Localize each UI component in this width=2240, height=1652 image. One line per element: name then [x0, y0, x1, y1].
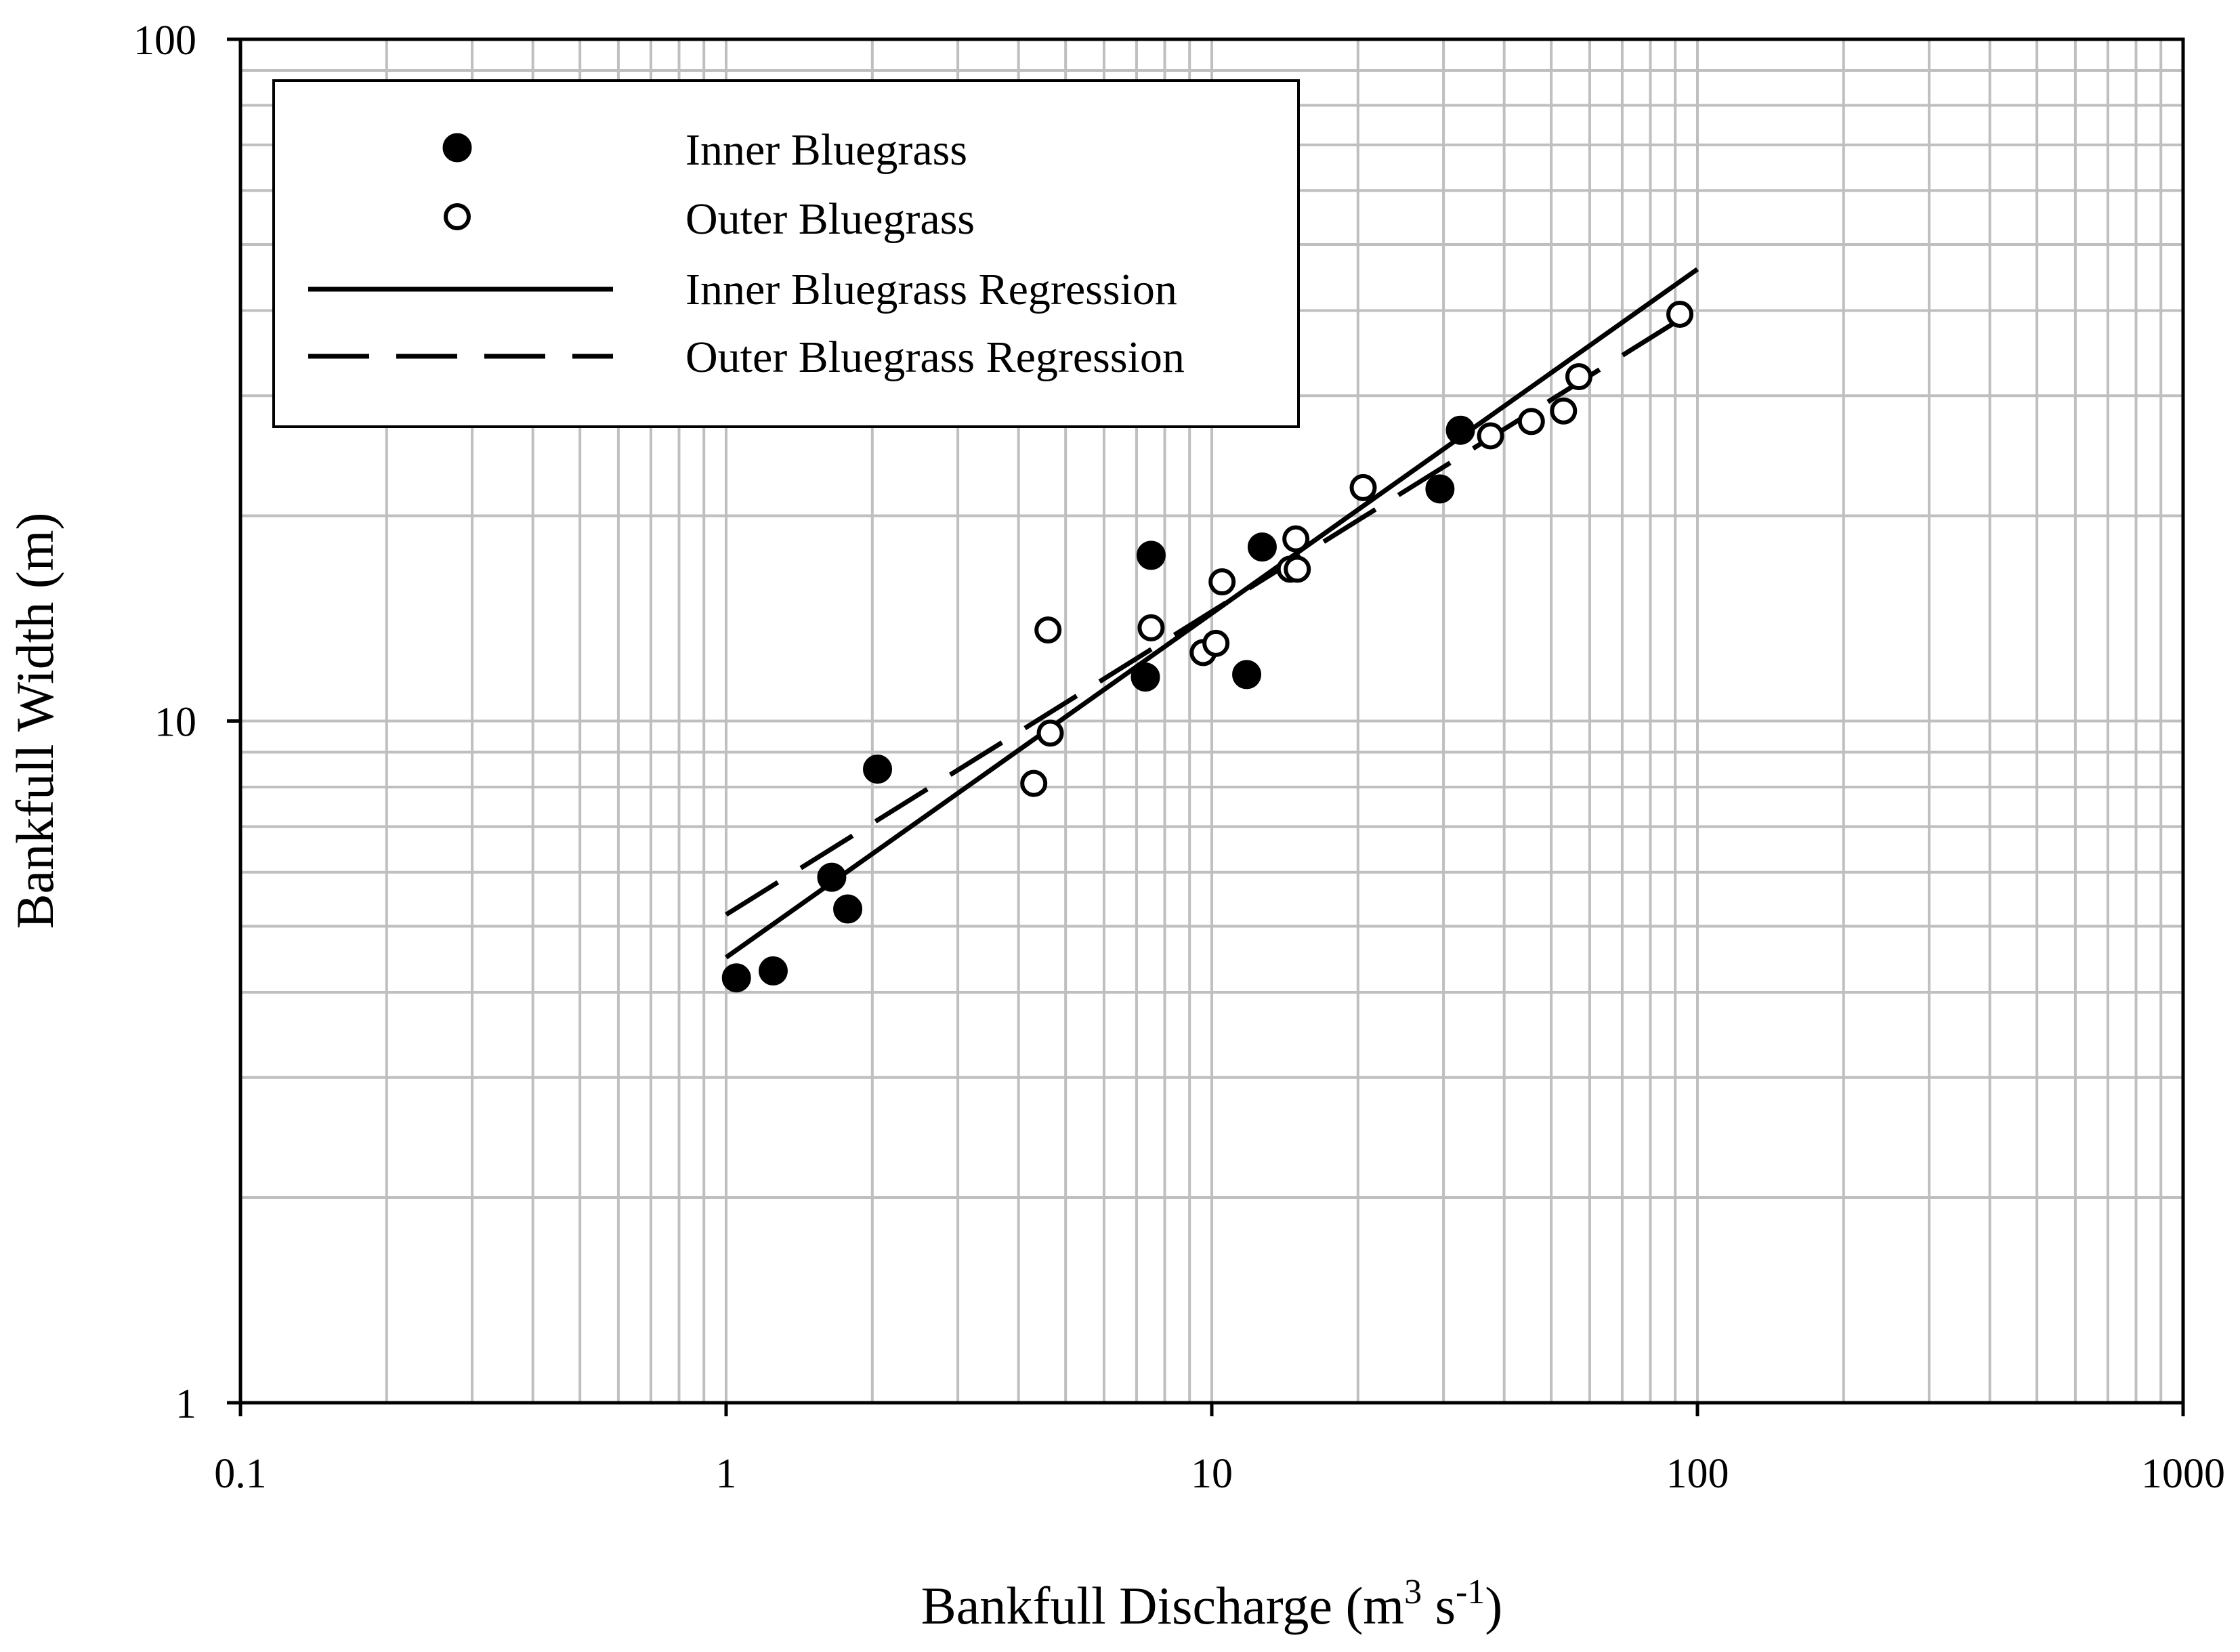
outer-bluegrass-point	[1550, 397, 1578, 425]
x-tick-label: 10	[1191, 1451, 1233, 1497]
outer-bluegrass-point	[1477, 422, 1504, 450]
outer-bluegrass-point	[1036, 719, 1064, 747]
legend-label-outer: Outer Bluegrass	[685, 194, 975, 244]
legend-label-inner: Inner Bluegrass	[685, 125, 967, 175]
inner-bluegrass-point	[1425, 474, 1455, 504]
outer-bluegrass-point	[1020, 769, 1048, 797]
outer-bluegrass-point	[1349, 473, 1377, 501]
y-tick-label: 1	[175, 1381, 196, 1427]
outer-bluegrass-point	[1137, 614, 1165, 641]
inner-bluegrass-point	[1232, 660, 1262, 690]
legend: Inner Bluegrass Outer Bluegrass Inner Bl…	[272, 79, 1300, 428]
outer-bluegrass-point	[1208, 568, 1236, 596]
outer-bluegrass-point	[1034, 616, 1062, 644]
inner-bluegrass-point	[1247, 532, 1277, 562]
inner-bluegrass-point	[1136, 541, 1166, 570]
outer-bluegrass-point	[1565, 363, 1592, 391]
outer-bluegrass-point	[1517, 408, 1545, 436]
x-tick-label: 100	[1666, 1451, 1729, 1497]
legend-outer-marker-icon	[444, 203, 471, 230]
legend-label-inner-regression: Inner Bluegrass Regression	[685, 265, 1177, 314]
y-axis-title: Bankfull Width (m)	[5, 512, 64, 929]
inner-bluegrass-point	[758, 956, 788, 986]
inner-bluegrass-point	[1445, 415, 1475, 445]
tick-labels: 0.1 1 10 100 1000 1 10 100	[133, 18, 2225, 1497]
inner-bluegrass-point	[833, 894, 863, 924]
axis-ticks	[227, 37, 2185, 1416]
legend-box	[272, 79, 1300, 428]
outer-bluegrass-point	[1666, 301, 1694, 329]
outer-bluegrass-point	[1284, 555, 1311, 583]
data-points	[721, 301, 1694, 993]
inner-bluegrass-point	[817, 862, 847, 892]
x-tick-label: 1000	[2141, 1451, 2225, 1497]
legend-label-outer-regression: Outer Bluegrass Regression	[685, 333, 1185, 382]
legend-inner-marker-icon	[442, 133, 472, 163]
inner-bluegrass-point	[721, 963, 751, 993]
inner-bluegrass-point	[863, 755, 893, 784]
y-tick-label: 10	[154, 700, 196, 746]
inner-bluegrass-point	[1130, 662, 1160, 692]
outer-bluegrass-point	[1202, 629, 1230, 657]
x-tick-label: 0.1	[214, 1451, 267, 1497]
y-tick-label: 100	[133, 18, 196, 64]
x-axis-title: Bankfull Discharge (m3 s-1)	[921, 1573, 1503, 1635]
x-tick-label: 1	[716, 1451, 737, 1497]
outer-bluegrass-point	[1282, 525, 1310, 553]
